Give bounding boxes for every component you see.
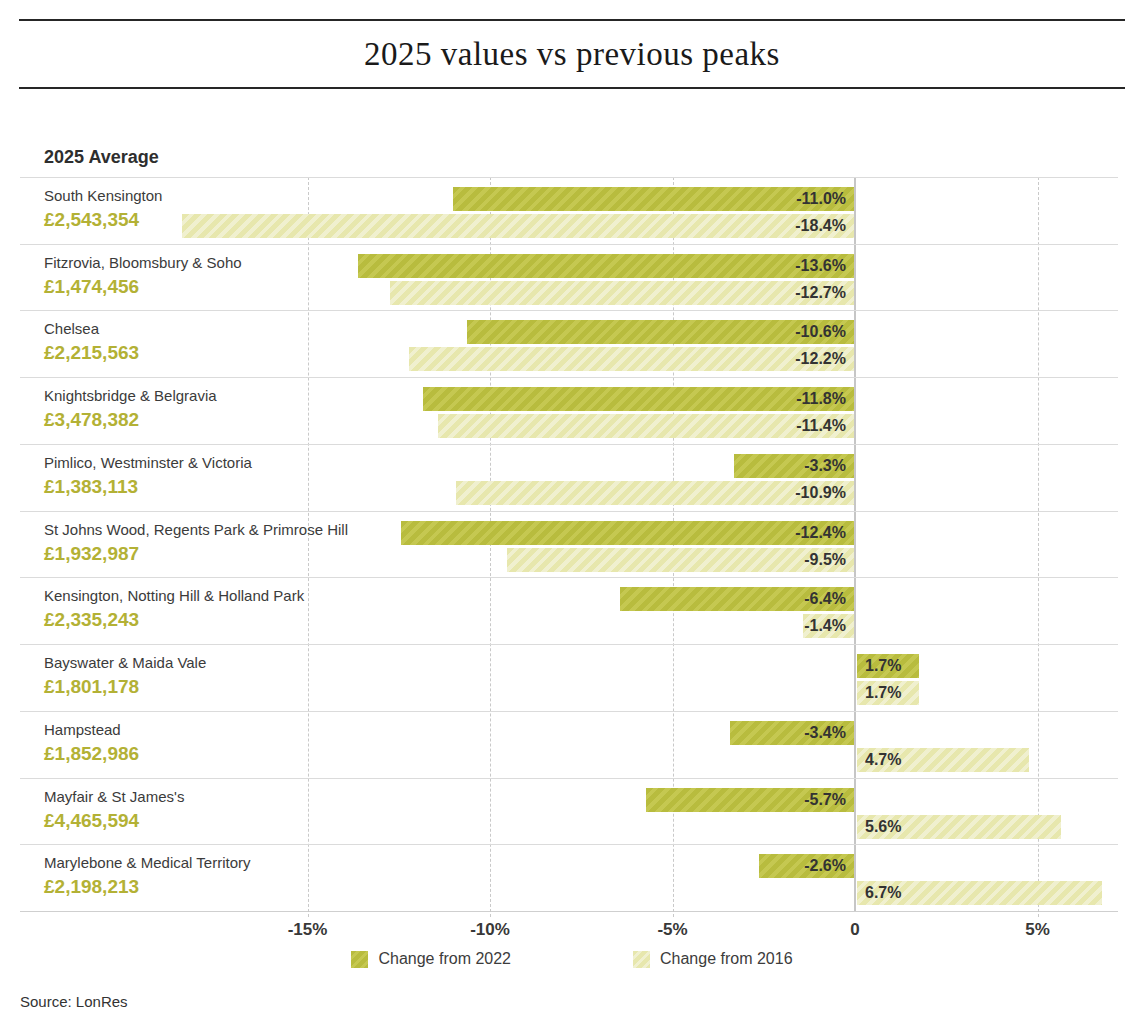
chart-row: Bayswater & Maida Vale £1,801,178 1.7% 1.7% (20, 644, 1118, 712)
bar-light: -12.7% (390, 281, 854, 305)
neighbourhood-label: Marylebone & Medical Territory (44, 854, 250, 871)
source-note: Source: LonRes (20, 993, 128, 1010)
bar-light: 5.6% (857, 815, 1061, 839)
average-price-label: £1,474,456 (44, 276, 139, 298)
chart-row: Chelsea £2,215,563 -10.6% -12.2% (20, 310, 1118, 378)
bar-light: -9.5% (507, 548, 854, 572)
neighbourhood-label: Bayswater & Maida Vale (44, 654, 206, 671)
neighbourhood-label: Knightsbridge & Belgravia (44, 387, 217, 404)
neighbourhood-label: Chelsea (44, 320, 99, 337)
bar-value-label: -18.4% (795, 217, 846, 235)
average-price-label: £1,852,986 (44, 743, 139, 765)
chart-page: 2025 values vs previous peaks 2025 Avera… (0, 0, 1144, 1030)
bar-value-label: -6.4% (804, 590, 846, 608)
bar-dark: -2.6% (759, 854, 854, 878)
neighbourhood-label: St Johns Wood, Regents Park & Primrose H… (44, 521, 348, 538)
bar-value-label: -12.4% (795, 524, 846, 542)
bar-light: -18.4% (182, 214, 854, 238)
legend-item: Change from 2022 (351, 950, 511, 968)
title-rule (19, 87, 1125, 89)
average-price-label: £2,335,243 (44, 609, 139, 631)
neighbourhood-label: Mayfair & St James's (44, 788, 184, 805)
x-axis-tick-label: 5% (1025, 920, 1050, 940)
average-price-label: £1,932,987 (44, 543, 139, 565)
bar-light: -1.4% (803, 614, 854, 638)
bar-value-label: -12.7% (795, 284, 846, 302)
top-rule (19, 19, 1125, 21)
chart-row: Hampstead £1,852,986 -3.4% 4.7% (20, 711, 1118, 779)
bar-dark: -3.3% (734, 454, 854, 478)
x-axis: -15% -10% -5% 0 5% (20, 911, 1118, 947)
chart-legend: Change from 2022 Change from 2016 (0, 950, 1144, 968)
chart-row: Marylebone & Medical Territory £2,198,213… (20, 844, 1118, 912)
bar-value-label: -13.6% (795, 257, 846, 275)
chart-row: Pimlico, Westminster & Victoria £1,383,11… (20, 444, 1118, 512)
bar-dark: -11.0% (453, 187, 855, 211)
bar-value-label: -12.2% (795, 350, 846, 368)
legend-swatch-dark-icon (351, 951, 368, 968)
average-price-label: £1,383,113 (44, 476, 138, 498)
bar-value-label: 4.7% (865, 751, 901, 769)
chart-row: Fitzrovia, Bloomsbury & Soho £1,474,456 -1… (20, 244, 1118, 312)
bar-light: -11.4% (438, 414, 854, 438)
bar-value-label: -10.6% (795, 323, 846, 341)
bar-dark: -6.4% (620, 587, 854, 611)
bar-light: 4.7% (857, 748, 1029, 772)
neighbourhood-label: South Kensington (44, 187, 162, 204)
neighbourhood-label: Hampstead (44, 721, 121, 738)
bar-value-label: -9.5% (804, 551, 846, 569)
average-price-label: £2,543,354 (44, 209, 139, 231)
neighbourhood-label: Pimlico, Westminster & Victoria (44, 454, 252, 471)
average-price-label: £3,478,382 (44, 409, 139, 431)
average-price-label: £2,198,213 (44, 876, 139, 898)
bar-value-label: -10.9% (795, 484, 846, 502)
chart-row: South Kensington £2,543,354 -11.0% -18.4% (20, 177, 1118, 245)
bar-value-label: -2.6% (804, 857, 846, 875)
chart-row: Kensington, Notting Hill & Holland Park £… (20, 577, 1118, 645)
legend-label: Change from 2022 (378, 950, 511, 968)
legend-swatch-light-icon (633, 951, 650, 968)
x-axis-tick-label: -15% (288, 920, 328, 940)
bar-light: -12.2% (409, 347, 854, 371)
bar-chart-plot-area: South Kensington £2,543,354 -11.0% -18.4% Fi… (20, 177, 1118, 912)
bar-value-label: -11.4% (796, 417, 846, 435)
bar-dark: -13.6% (358, 254, 854, 278)
chart-row: St Johns Wood, Regents Park & Primrose H… (20, 511, 1118, 579)
neighbourhood-label: Fitzrovia, Bloomsbury & Soho (44, 254, 242, 271)
chart-title: 2025 values vs previous peaks (0, 36, 1144, 73)
bar-light: 6.7% (857, 881, 1102, 905)
legend-label: Change from 2016 (660, 950, 793, 968)
bar-value-label: 6.7% (865, 884, 901, 902)
bar-dark: -12.4% (401, 521, 854, 545)
legend-item: Change from 2016 (633, 950, 793, 968)
bar-dark: -3.4% (730, 721, 854, 745)
bar-dark: -10.6% (467, 320, 854, 344)
x-axis-tick-label: 0 (850, 920, 859, 940)
bar-value-label: -11.8% (796, 390, 846, 408)
bar-value-label: -3.3% (804, 457, 846, 475)
bar-value-label: -11.0% (796, 190, 846, 208)
bar-value-label: 5.6% (865, 818, 901, 836)
chart-row: Knightsbridge & Belgravia £3,478,382 -11.8… (20, 377, 1118, 445)
bar-dark: -5.7% (646, 788, 854, 812)
bar-value-label: -1.4% (804, 617, 846, 635)
bar-dark: 1.7% (857, 654, 919, 678)
bar-value-label: 1.7% (865, 684, 901, 702)
bar-light: 1.7% (857, 681, 919, 705)
x-axis-tick-label: -5% (657, 920, 687, 940)
average-price-label: £4,465,594 (44, 810, 139, 832)
chart-row: Mayfair & St James's £4,465,594 -5.7% 5.6% (20, 778, 1118, 846)
bar-value-label: 1.7% (865, 657, 901, 675)
neighbourhood-label: Kensington, Notting Hill & Holland Park (44, 587, 304, 604)
average-column-header: 2025 Average (44, 147, 159, 168)
bar-value-label: -3.4% (804, 724, 846, 742)
average-price-label: £1,801,178 (44, 676, 139, 698)
bar-dark: -11.8% (423, 387, 854, 411)
average-price-label: £2,215,563 (44, 342, 139, 364)
bar-value-label: -5.7% (804, 791, 846, 809)
x-axis-tick-label: -10% (470, 920, 510, 940)
bar-light: -10.9% (456, 481, 854, 505)
